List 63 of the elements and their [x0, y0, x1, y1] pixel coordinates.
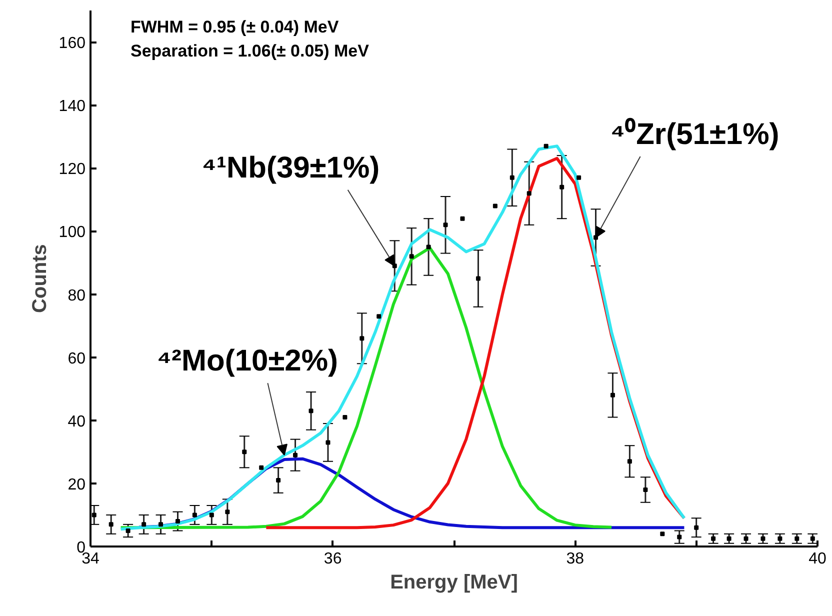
- line-series: [119, 246, 614, 530]
- point: [443, 222, 448, 228]
- point: [643, 487, 648, 492]
- point: [492, 204, 498, 208]
- point: [778, 536, 782, 541]
- point: [92, 512, 96, 518]
- annotation: FWHM = 0.95 (± 0.04) MeV: [130, 18, 340, 36]
- point: [426, 244, 431, 250]
- y-tick-label: 100: [58, 224, 86, 242]
- point: [526, 191, 532, 196]
- point: [276, 478, 281, 483]
- point: [694, 525, 699, 530]
- point: [510, 175, 514, 180]
- y-tick-label: 140: [58, 98, 86, 116]
- point: [308, 408, 314, 414]
- annotation: Separation = 1.06(± 0.05) MeV: [130, 42, 370, 60]
- point: [175, 519, 180, 524]
- y-tick-label: 120: [58, 161, 86, 178]
- point: [126, 528, 130, 533]
- point: [610, 392, 615, 398]
- point: [560, 184, 564, 190]
- point: [409, 254, 414, 259]
- point: [660, 532, 665, 536]
- point: [225, 510, 230, 514]
- point: [326, 440, 330, 445]
- point: [576, 175, 582, 180]
- y-tick-label: 40: [68, 413, 86, 430]
- point: [794, 536, 800, 541]
- point: [293, 452, 298, 458]
- point: [460, 216, 465, 221]
- x-axis-title: Energy [MeV]: [390, 572, 518, 594]
- point: [108, 522, 114, 527]
- point: [744, 536, 748, 541]
- y-tick-label: 160: [58, 35, 86, 52]
- y-tick-label: 20: [68, 476, 86, 494]
- y-axis-title: Counts: [28, 244, 51, 313]
- point: [376, 314, 382, 319]
- annotation: ⁴²Mo(10±2%): [156, 344, 338, 378]
- point: [476, 276, 480, 281]
- annotation: ⁴⁰Zr(51±1%): [610, 117, 780, 152]
- y-tick-label: 80: [68, 287, 86, 304]
- annotation: ⁴¹Nb(39±1%): [202, 151, 380, 184]
- point: [810, 536, 815, 541]
- y-tick-label: 60: [68, 350, 86, 368]
- point: [726, 536, 732, 541]
- point: [711, 536, 716, 541]
- point: [158, 522, 164, 527]
- x-tick-label: 36: [324, 550, 342, 568]
- point: [259, 465, 264, 470]
- point: [209, 512, 214, 518]
- point: [392, 264, 397, 268]
- point: [544, 144, 548, 148]
- x-tick-label: 38: [566, 550, 584, 568]
- x-tick-label: 40: [808, 550, 826, 568]
- point: [342, 414, 348, 420]
- point: [760, 536, 766, 541]
- point: [192, 512, 197, 518]
- point: [594, 235, 598, 240]
- point: [242, 450, 247, 454]
- point: [627, 459, 632, 464]
- point: [677, 534, 682, 540]
- point: [360, 336, 364, 341]
- point: [142, 522, 146, 527]
